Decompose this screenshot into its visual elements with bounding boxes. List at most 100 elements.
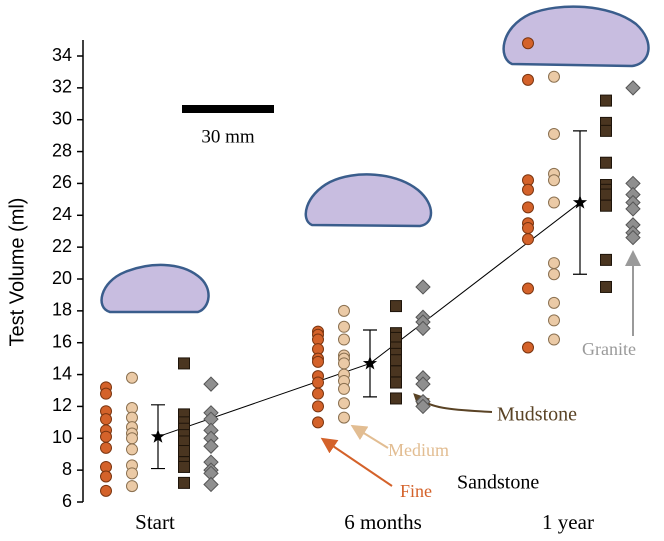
data-point xyxy=(522,201,534,214)
data-point xyxy=(415,376,431,392)
data-point xyxy=(415,279,431,295)
data-point xyxy=(312,387,324,400)
data-point xyxy=(600,199,612,212)
data-point xyxy=(548,333,560,346)
x-tick-label: Start xyxy=(135,510,175,534)
data-point xyxy=(548,296,560,309)
data-point xyxy=(625,80,641,96)
data-point xyxy=(338,333,350,346)
y-tick-label: 20 xyxy=(52,268,72,288)
y-tick-label: 16 xyxy=(52,331,72,351)
data-point xyxy=(600,94,612,107)
mean-marker xyxy=(362,355,378,370)
shell-shape xyxy=(100,263,210,314)
mean-marker xyxy=(150,429,166,443)
arrow xyxy=(320,437,393,487)
y-axis-label: Test Volume (ml) xyxy=(6,198,28,347)
data-point xyxy=(338,397,350,410)
data-point xyxy=(548,314,560,327)
data-point xyxy=(203,376,219,392)
data-point xyxy=(312,416,324,429)
data-point xyxy=(338,357,350,370)
y-tick-label: 26 xyxy=(52,172,72,192)
arrow xyxy=(350,424,389,449)
data-point xyxy=(178,357,190,370)
y-tick-label: 22 xyxy=(52,236,72,256)
data-point xyxy=(415,398,431,415)
data-point xyxy=(178,460,190,473)
data-point xyxy=(548,268,560,281)
data-point xyxy=(100,430,112,443)
data-point xyxy=(522,222,534,235)
data-point xyxy=(338,382,350,395)
y-tick-label: 34 xyxy=(52,45,72,65)
data-point xyxy=(548,70,560,83)
data-point xyxy=(100,441,112,454)
data-point xyxy=(203,476,219,493)
data-point xyxy=(548,257,560,270)
data-point xyxy=(126,443,138,456)
data-point xyxy=(600,280,612,293)
x-tick-label: 1 year xyxy=(542,510,594,534)
y-tick-label: 8 xyxy=(62,459,72,479)
data-point xyxy=(390,354,402,367)
data-point xyxy=(126,432,138,445)
data-point xyxy=(100,387,112,400)
data-point xyxy=(338,304,350,317)
data-point xyxy=(600,188,612,201)
data-point xyxy=(390,392,402,405)
data-point xyxy=(522,183,534,196)
data-point xyxy=(548,174,560,187)
series-label: Fine xyxy=(400,481,432,501)
mean-line xyxy=(157,202,581,438)
series-label: Granite xyxy=(582,339,636,359)
data-point xyxy=(625,229,641,246)
data-point xyxy=(522,37,534,50)
y-tick-label: 10 xyxy=(52,427,72,447)
scale-label: 30 mm xyxy=(201,126,255,147)
data-point xyxy=(312,400,324,413)
y-tick-label: 6 xyxy=(62,491,72,511)
data-point xyxy=(100,413,112,426)
y-tick-label: 18 xyxy=(52,300,72,320)
series-label: Medium xyxy=(388,440,449,460)
data-point xyxy=(600,156,612,169)
data-point xyxy=(312,376,324,389)
x-tick-label: 6 months xyxy=(344,510,422,534)
data-point xyxy=(178,476,190,489)
y-tick-label: 14 xyxy=(52,363,72,383)
shell-shape xyxy=(304,173,433,228)
scale-bar xyxy=(182,105,274,113)
data-point xyxy=(522,341,534,354)
data-point xyxy=(100,484,112,497)
y-tick-label: 12 xyxy=(52,395,72,415)
data-point xyxy=(126,467,138,480)
data-point xyxy=(338,411,350,424)
data-point xyxy=(390,300,402,313)
data-point xyxy=(390,365,402,378)
data-point xyxy=(548,196,560,209)
y-tick-label: 32 xyxy=(52,77,72,97)
data-point xyxy=(600,253,612,266)
y-tick-label: 30 xyxy=(52,108,72,128)
data-point xyxy=(522,73,534,86)
data-point xyxy=(338,320,350,333)
mean-marker xyxy=(572,195,588,209)
data-point xyxy=(100,470,112,483)
data-point xyxy=(312,355,324,368)
data-point xyxy=(178,445,190,458)
annotation: Sandstone xyxy=(457,472,539,494)
data-point xyxy=(522,282,534,295)
data-point xyxy=(126,371,138,384)
y-tick-label: 28 xyxy=(52,140,72,160)
series-label: Mudstone xyxy=(497,404,577,426)
y-tick-label: 24 xyxy=(52,204,72,224)
data-point xyxy=(625,201,641,217)
data-point xyxy=(203,438,219,454)
data-point xyxy=(522,233,534,246)
data-point xyxy=(390,376,402,389)
data-point xyxy=(126,480,138,493)
data-point xyxy=(548,128,560,141)
data-point xyxy=(600,124,612,137)
